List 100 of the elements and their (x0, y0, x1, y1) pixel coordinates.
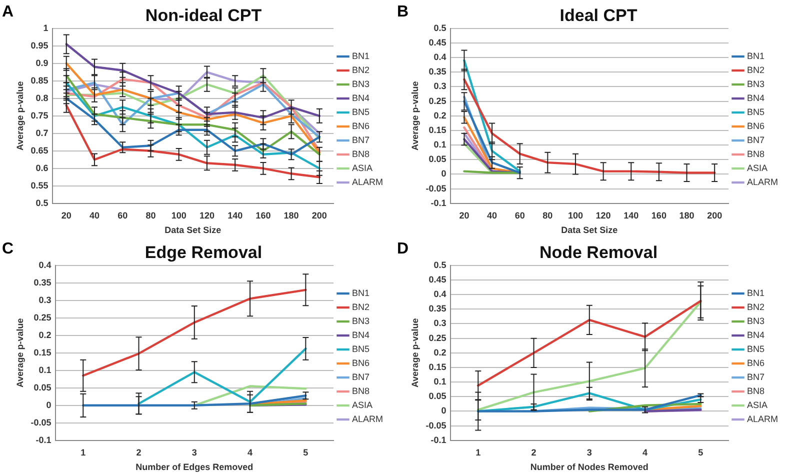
legend-label: ASIA (746, 400, 768, 410)
x-tick-label: 5 (303, 447, 308, 458)
x-tick-label: 140 (228, 210, 243, 220)
text: A (2, 3, 14, 20)
x-axis-title: Data Set Size (561, 225, 618, 236)
legend-label: ASIA (746, 162, 768, 173)
y-tick-label: 0.75 (30, 110, 48, 120)
legend-label: BN1 (746, 50, 765, 61)
x-tick-label: 100 (568, 210, 584, 220)
y-tick-label: 0 (441, 168, 446, 179)
x-tick-label: 3 (192, 447, 197, 458)
x-tick-label: 200 (707, 210, 722, 220)
legend-label: BN2 (746, 64, 765, 75)
y-tick-label: 0.4 (434, 289, 446, 300)
legend-label: ASIA (352, 400, 373, 410)
y-tick-label: 0.05 (428, 391, 446, 402)
legend-label: BN4 (746, 92, 765, 103)
y-tick-label: 0.05 (34, 382, 52, 392)
y-tick-label: -0.05 (426, 183, 446, 194)
y-tick-label: 0.5 (434, 22, 446, 33)
x-tick-label: 60 (514, 210, 525, 220)
x-tick-label: 180 (679, 210, 694, 220)
y-tick-label: 0 (46, 400, 52, 410)
y-tick-label: 0.4 (434, 52, 446, 62)
legend-label: ALARM (746, 176, 778, 187)
x-tick-label: 160 (256, 210, 271, 220)
legend-label: BN1 (352, 288, 370, 298)
x-tick-label: 2 (136, 447, 142, 458)
y-tick-label: 0.5 (36, 198, 48, 208)
y-tick-label: 0.2 (434, 347, 446, 358)
legend-label: BN4 (746, 330, 765, 340)
legend-label: BN3 (746, 78, 765, 89)
legend-label: BN6 (746, 120, 765, 131)
x-tick-label: 2 (531, 447, 536, 458)
legend-label: BN4 (352, 92, 370, 103)
y-axis-title: Average p-value (410, 81, 420, 150)
y-tick-label: 0.15 (34, 347, 52, 358)
x-tick-label: 1 (476, 447, 481, 458)
legend-label: BN8 (746, 148, 765, 159)
y-tick-label: 0.45 (428, 274, 446, 284)
legend-label: BN7 (352, 372, 370, 382)
x-tick-label: 40 (89, 210, 100, 220)
x-tick-label: 20 (459, 210, 470, 220)
y-tick-label: 0.45 (428, 37, 446, 48)
legend-label: ASIA (352, 162, 373, 173)
x-tick-label: 160 (651, 210, 666, 220)
y-tick-label: 0.9 (36, 58, 48, 68)
legend-label: ALARM (352, 414, 384, 424)
y-tick-label: 0.2 (38, 330, 52, 340)
x-tick-label: 4 (248, 447, 253, 458)
x-axis-title: Number of Edges Removed (136, 462, 254, 472)
y-tick-label: -0.05 (426, 420, 446, 430)
chart-title: Edge Removal (144, 242, 262, 262)
legend-label: ALARM (352, 176, 384, 187)
x-tick-label: 1 (80, 447, 86, 458)
y-tick-label: 1 (43, 22, 48, 33)
y-tick-label: 0.8 (36, 92, 48, 103)
legend-label: BN6 (352, 120, 370, 131)
y-tick-label: 0.25 (428, 96, 446, 106)
text: D (397, 240, 409, 258)
legend-label: BN5 (352, 106, 370, 117)
legend-label: BN7 (746, 134, 765, 145)
legend-label: BN2 (352, 64, 370, 75)
legend-label: BN8 (746, 386, 765, 396)
y-tick-label: 0.1 (38, 364, 52, 375)
y-tick-label: 0.3 (38, 294, 52, 305)
y-tick-label: 0.6 (36, 162, 48, 173)
legend-label: BN3 (352, 78, 370, 89)
x-tick-label: 180 (284, 210, 299, 220)
x-tick-label: 80 (542, 210, 553, 220)
text: C (2, 240, 14, 258)
y-tick-label: 0.15 (428, 362, 446, 372)
legend-label: BN2 (352, 302, 370, 312)
x-tick-label: 140 (624, 210, 639, 220)
y-tick-label: 0.4 (38, 260, 52, 270)
y-axis-title: Average p-value (410, 318, 420, 388)
y-tick-label: 0.15 (428, 124, 446, 135)
x-tick-label: 200 (312, 210, 327, 220)
legend-label: BN8 (352, 386, 370, 396)
legend-label: BN5 (746, 106, 765, 117)
y-tick-label: 0.3 (434, 318, 446, 328)
y-tick-label: 0.05 (428, 154, 446, 164)
y-tick-label: -0.1 (430, 434, 446, 445)
y-tick-label: -0.1 (36, 434, 52, 445)
x-tick-label: 80 (146, 210, 156, 220)
y-tick-label: 0.65 (30, 145, 48, 156)
legend-label: BN4 (352, 330, 370, 340)
x-tick-label: 40 (487, 210, 498, 220)
y-tick-label: 0.5 (434, 260, 446, 270)
y-tick-label: 0.35 (428, 304, 446, 314)
x-tick-label: 120 (596, 210, 611, 220)
legend-label: BN6 (746, 358, 765, 368)
y-tick-label: 0.85 (30, 75, 48, 86)
legend-label: BN7 (352, 134, 370, 145)
legend-label: BN8 (352, 148, 370, 159)
y-tick-label: 0.3 (434, 81, 446, 92)
x-tick-label: 100 (171, 210, 186, 220)
legend-label: BN6 (352, 358, 370, 368)
x-tick-label: 3 (586, 447, 592, 458)
x-tick-label: 5 (698, 447, 704, 458)
